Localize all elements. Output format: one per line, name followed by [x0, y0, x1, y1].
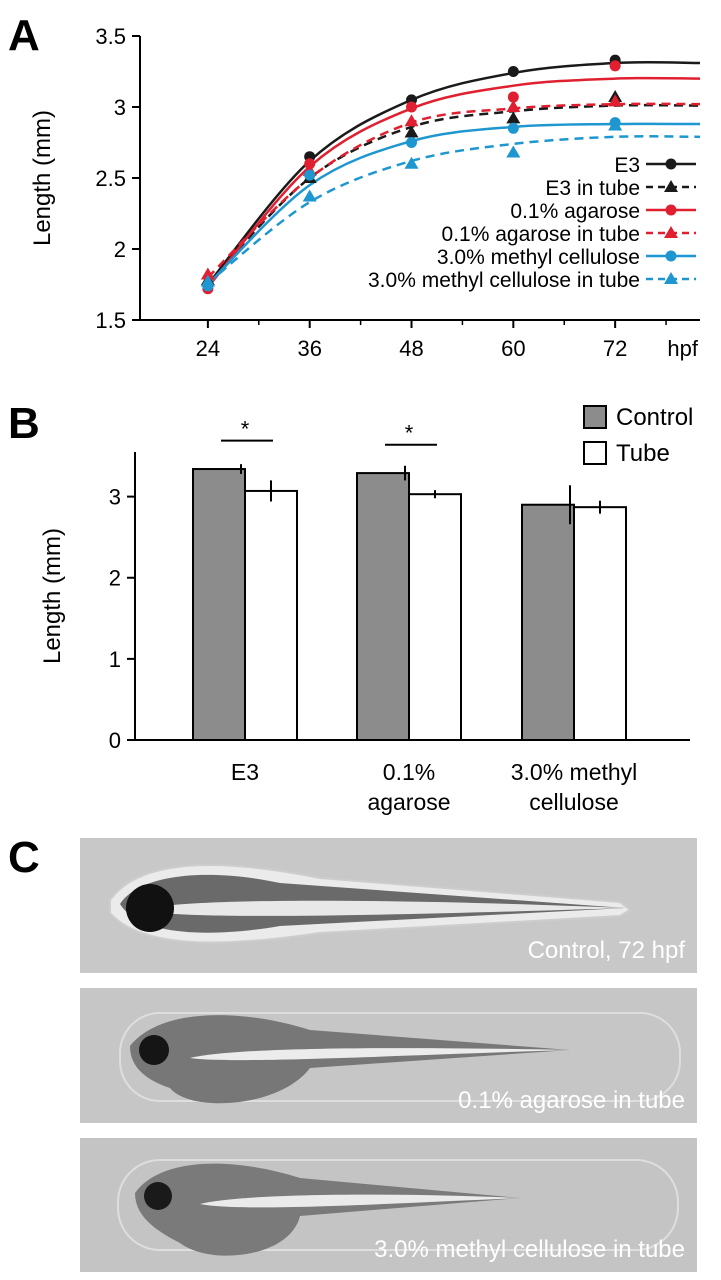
y-tick-label: 2 — [109, 566, 121, 591]
data-point — [404, 114, 419, 127]
x-category-label: 3.0% methyl — [511, 759, 638, 785]
series-line — [207, 135, 701, 285]
x-tick-label: 72 — [603, 336, 627, 361]
zebrafish-larva-icon — [80, 1138, 697, 1272]
bar — [521, 503, 575, 741]
y-tick-label: 1.5 — [95, 308, 126, 333]
x-category-label: agarose — [367, 789, 450, 815]
legend-swatch — [583, 441, 607, 465]
data-point — [507, 122, 519, 134]
y-tick-label: 3 — [109, 485, 121, 510]
legend-marker — [665, 250, 677, 262]
panel-c-letter: C — [8, 833, 40, 882]
image-caption-control: Control, 72 hpf — [527, 937, 685, 964]
legend-swatch — [583, 405, 607, 429]
data-point — [404, 156, 419, 169]
y-tick-label: 3 — [114, 95, 126, 120]
y-tick-label: 2.5 — [95, 166, 126, 191]
bar — [192, 468, 246, 741]
data-point — [507, 66, 519, 77]
legend-label: Control — [616, 404, 693, 431]
data-point — [200, 274, 215, 287]
x-tick-label: 36 — [297, 336, 321, 361]
legend-label: E3 — [614, 154, 640, 177]
y-axis-label: Length (mm) — [39, 528, 66, 664]
data-point — [200, 267, 215, 280]
zebrafish-larva-icon — [80, 838, 697, 973]
x-category-label: 0.1% — [383, 759, 435, 785]
data-point — [608, 118, 623, 131]
data-point — [404, 125, 419, 138]
data-point — [506, 111, 521, 124]
y-tick-label: 2 — [114, 237, 126, 262]
data-point — [506, 145, 521, 158]
y-tick-label: 1 — [109, 647, 121, 672]
image-caption-agarose-tube: 0.1% agarose in tube — [458, 1087, 685, 1114]
panel-b-letter: B — [8, 399, 40, 448]
legend-label: E3 in tube — [545, 177, 640, 200]
legend-marker — [664, 272, 678, 284]
image-caption-methyl-cellulose-tube: 3.0% methyl cellulose in tube — [374, 1236, 685, 1263]
x-category-label: E3 — [231, 759, 259, 785]
y-tick-label: 0 — [109, 728, 121, 753]
bar — [356, 472, 410, 741]
bar — [573, 506, 627, 741]
image-methyl-cellulose-tube: 3.0% methyl cellulose in tube — [80, 1138, 697, 1272]
x-unit-label: hpf — [667, 336, 698, 361]
x-category-label: cellulose — [529, 789, 619, 815]
x-tick-label: 60 — [501, 336, 525, 361]
y-axis-label: Length (mm) — [29, 110, 56, 246]
data-point — [608, 94, 623, 107]
y-tick-label: 3.5 — [95, 24, 126, 49]
x-tick-label: 24 — [196, 336, 220, 361]
data-point — [304, 158, 316, 170]
legend-label: 3.0% methyl cellulose in tube — [368, 269, 640, 292]
legend-label: Tube — [616, 440, 670, 467]
significance-star: * — [405, 421, 414, 446]
image-agarose-tube: 0.1% agarose in tube — [80, 988, 697, 1123]
bar — [408, 493, 462, 741]
x-tick-label: 48 — [399, 336, 423, 361]
data-point — [302, 189, 317, 202]
data-point — [609, 60, 621, 72]
data-point — [506, 100, 521, 112]
panel-a-letter: A — [8, 11, 40, 60]
legend-marker — [664, 226, 678, 238]
data-point — [304, 169, 316, 181]
image-control-72hpf: Control, 72 hpf — [80, 838, 697, 973]
data-point — [507, 91, 519, 103]
bar — [244, 489, 298, 741]
series-line — [206, 76, 701, 289]
legend-marker — [665, 204, 677, 216]
legend-label: 0.1% agarose in tube — [442, 223, 640, 246]
legend-label: 3.0% methyl cellulose — [437, 246, 640, 269]
data-point — [406, 101, 418, 113]
legend-label: 0.1% agarose — [510, 200, 640, 223]
data-point — [406, 137, 418, 148]
zebrafish-larva-icon — [80, 988, 697, 1123]
significance-star: * — [241, 417, 250, 442]
legend-marker — [665, 158, 677, 170]
legend-marker — [664, 180, 678, 192]
length-bar-chart: * * 0 1 2 3 Length (mm) E3 0.1% agarose 3.0% meth… — [39, 404, 693, 815]
